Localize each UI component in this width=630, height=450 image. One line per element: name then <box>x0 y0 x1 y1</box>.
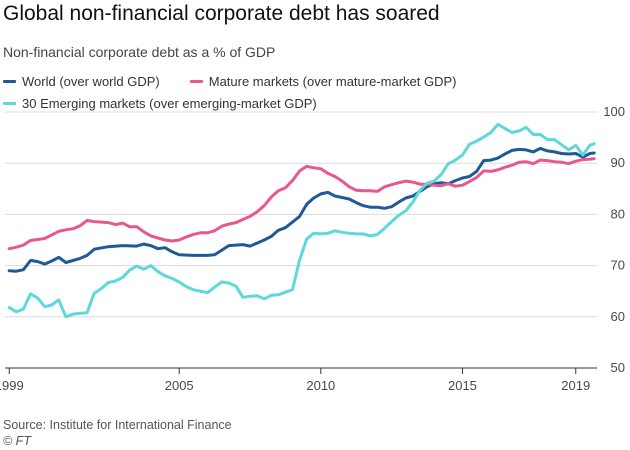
x-tick-label-2019: 2019 <box>561 378 590 393</box>
line-chart: 50 60 70 80 90 100 1999 2005 2010 2015 2019 <box>0 104 625 393</box>
y-tick-label-80: 80 <box>611 206 625 221</box>
x-tick-label-2010: 2010 <box>306 378 335 393</box>
series-line-mature <box>7 157 596 251</box>
x-tick-label-2015: 2015 <box>448 378 477 393</box>
legend-item-emerging: 30 Emerging markets (over emerging-marke… <box>3 96 317 111</box>
legend-swatch-world <box>3 79 16 83</box>
chart-subtitle: Non-financial corporate debt as a % of G… <box>3 44 276 60</box>
y-tick-label-70: 70 <box>611 258 625 273</box>
x-tick-label-2005: 2005 <box>165 378 194 393</box>
y-tick-label-100: 100 <box>603 104 625 119</box>
chart-legend: World (over world GDP) Mature markets (o… <box>3 70 603 114</box>
series-line-emerging <box>7 122 596 319</box>
x-tick-label-1999: 1999 <box>0 378 24 393</box>
y-tick-label-50: 50 <box>611 360 625 375</box>
y-tick-label-90: 90 <box>611 155 625 170</box>
y-tick-label-60: 60 <box>611 309 625 324</box>
legend-swatch-emerging <box>3 101 16 105</box>
legend-label-emerging: 30 Emerging markets (over emerging-marke… <box>22 95 317 111</box>
series-line-world <box>7 146 596 273</box>
legend-label-world: World (over world GDP) <box>22 73 160 89</box>
source-note: Source: Institute for International Fina… <box>3 418 232 432</box>
legend-row: 30 Emerging markets (over emerging-marke… <box>3 92 603 114</box>
legend-label-mature: Mature markets (over mature-market GDP) <box>208 73 457 89</box>
legend-item-world: World (over world GDP) <box>3 74 160 89</box>
legend-item-mature: Mature markets (over mature-market GDP) <box>189 73 457 89</box>
credit-note: © FT <box>3 434 31 448</box>
legend-swatch-mature <box>189 79 203 83</box>
legend-row: World (over world GDP) Mature markets (o… <box>3 70 603 92</box>
chart-title: Global non-financial corporate debt has … <box>3 2 440 25</box>
